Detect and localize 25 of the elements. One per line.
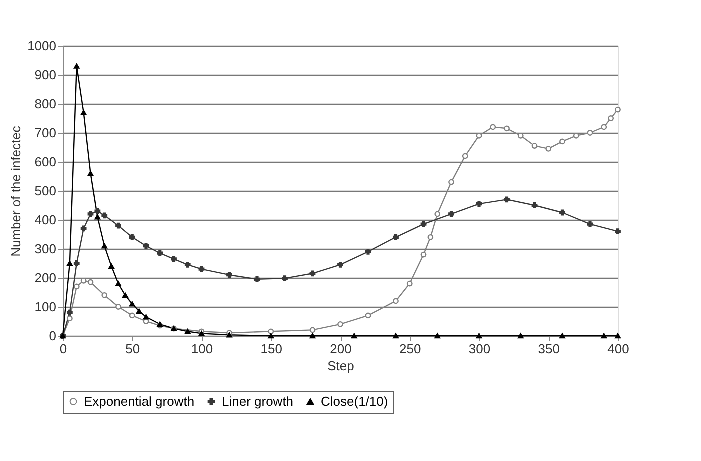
x-tick-label: 200 bbox=[330, 342, 352, 356]
x-tick-label: 300 bbox=[468, 342, 491, 356]
legend-label: Close(1/10) bbox=[321, 394, 388, 409]
x-tick-label: 400 bbox=[608, 342, 630, 356]
x-tick-label: 0 bbox=[60, 342, 68, 356]
y-tick-label: 1000 bbox=[28, 38, 56, 54]
y-tick-label: 400 bbox=[34, 212, 56, 228]
y-tick-label: 300 bbox=[34, 242, 56, 256]
legend-label: Exponential growth bbox=[84, 394, 195, 409]
y-axis-title: Number of the infectec bbox=[8, 126, 24, 257]
y-tick-label: 600 bbox=[34, 154, 56, 170]
y-tick-label: 700 bbox=[34, 126, 56, 140]
y-tick-label: 100 bbox=[34, 300, 56, 314]
x-tick-label: 250 bbox=[400, 342, 422, 356]
x-tick-label: 350 bbox=[538, 342, 560, 356]
x-tick-label: 50 bbox=[126, 342, 140, 356]
y-tick-label: 800 bbox=[34, 96, 56, 112]
x-tick-label: 150 bbox=[260, 342, 282, 356]
x-axis-title: Step bbox=[328, 358, 354, 374]
y-tick-label: 500 bbox=[34, 184, 56, 198]
y-tick-label: 900 bbox=[34, 68, 56, 82]
x-tick-label: 100 bbox=[191, 342, 214, 356]
legend-label: Liner growth bbox=[222, 394, 294, 409]
y-tick-label: 0 bbox=[49, 328, 56, 344]
y-tick-label: 200 bbox=[34, 270, 56, 286]
